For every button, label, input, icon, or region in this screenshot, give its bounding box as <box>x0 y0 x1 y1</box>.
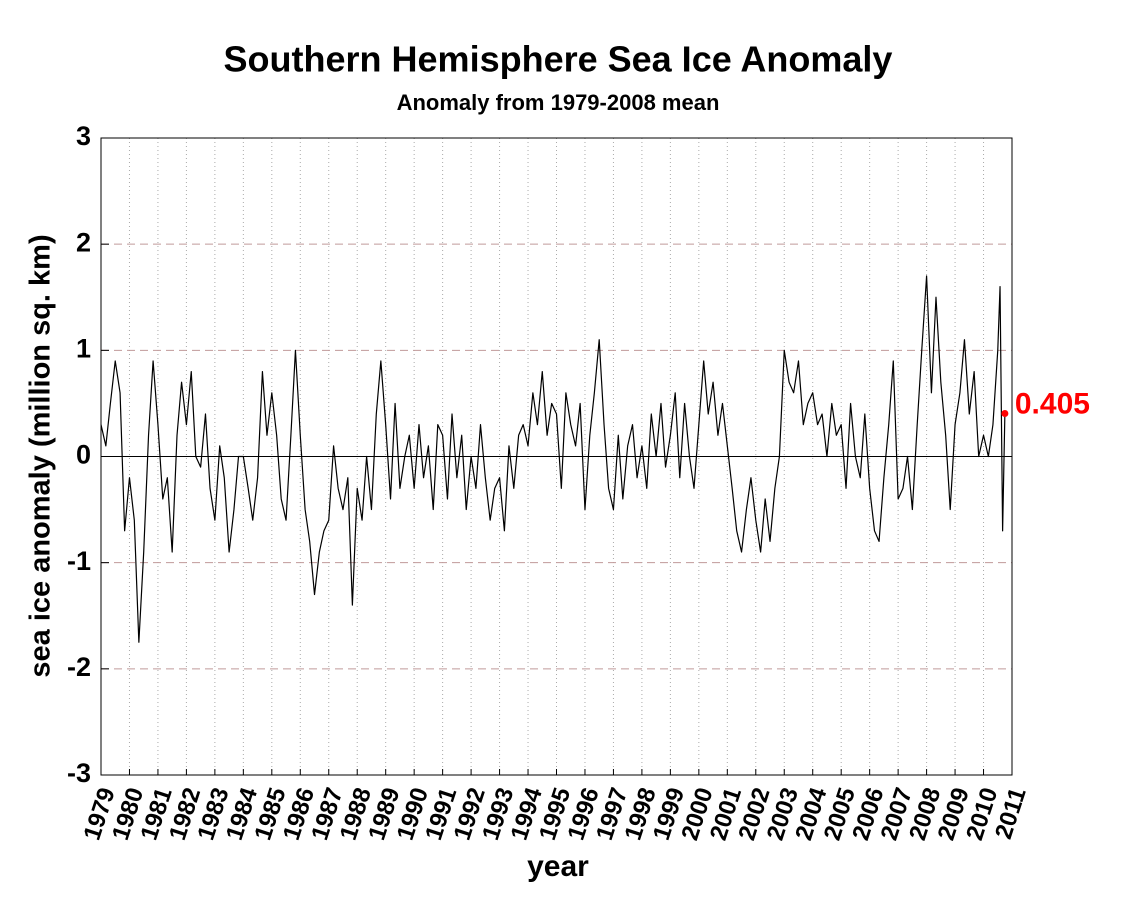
y-tick-label: -3 <box>67 758 91 788</box>
y-tick-label: -1 <box>67 546 91 576</box>
plot-frame <box>100 137 1013 776</box>
last-value-marker <box>1001 410 1009 418</box>
x-axis-label: year <box>527 850 589 883</box>
y-tick-label: 0 <box>76 440 91 470</box>
chart-subtitle: Anomaly from 1979-2008 mean <box>397 90 720 115</box>
y-axis-label: sea ice anomaly (million sq. km) <box>25 234 57 677</box>
y-tick-label: -2 <box>67 652 91 682</box>
chart-title: Southern Hemisphere Sea Ice Anomaly <box>224 39 893 80</box>
last-value-label: 0.405 <box>1015 387 1090 420</box>
y-tick-label: 1 <box>76 333 91 363</box>
y-tick-label: 3 <box>76 121 91 151</box>
data-line <box>100 275 1006 643</box>
y-tick-label: 2 <box>76 227 91 257</box>
